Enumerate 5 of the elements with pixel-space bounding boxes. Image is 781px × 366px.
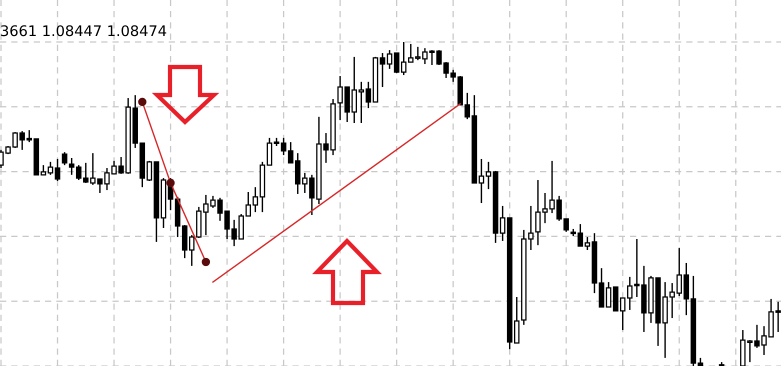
candlestick xyxy=(542,192,548,224)
text: 3661 1.08447 1.08474 xyxy=(1,25,166,36)
candlestick xyxy=(62,151,68,166)
candlestick xyxy=(54,158,60,182)
candlestick xyxy=(535,179,541,246)
